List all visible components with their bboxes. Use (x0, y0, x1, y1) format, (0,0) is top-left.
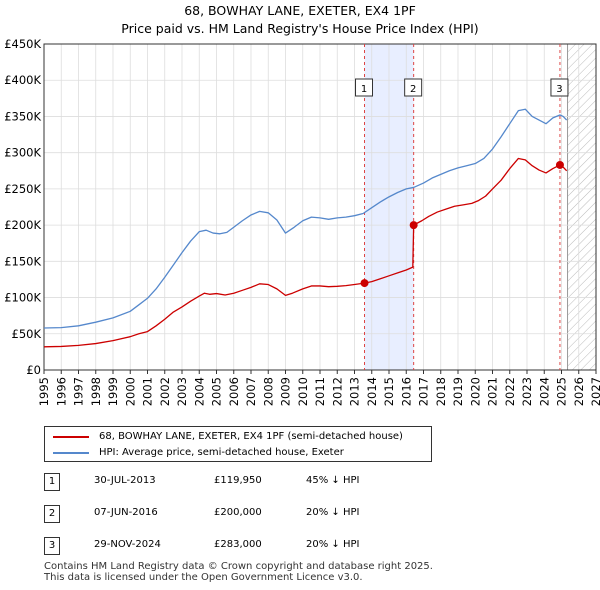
y-tick-label: £200K (4, 218, 41, 232)
x-tick-label: 2016 (399, 377, 413, 406)
x-tick-label: 2017 (417, 377, 431, 406)
x-tick-label: 2024 (537, 377, 551, 406)
x-tick-label: 2019 (451, 377, 465, 406)
x-tick-label: 2009 (279, 377, 293, 406)
x-tick-label: 1996 (54, 377, 68, 406)
sale-point (409, 221, 418, 230)
y-tick-label: £50K (12, 327, 42, 341)
x-tick-label: 2023 (520, 377, 534, 406)
x-tick-label: 2011 (313, 377, 327, 406)
x-tick-label: 2003 (175, 377, 189, 406)
sale-marker-box (550, 78, 569, 97)
y-tick-label: £0 (26, 363, 41, 377)
legend-swatch-property (53, 436, 89, 438)
legend-swatch-hpi (53, 452, 89, 454)
sale-marker-label: 3 (556, 84, 562, 95)
x-tick-label: 1998 (89, 377, 103, 406)
y-tick-label: £300K (4, 146, 41, 160)
forecast-hatch-region (567, 44, 596, 370)
sale-number-badge: 2 (44, 505, 60, 523)
sale-number-badge: 1 (44, 473, 60, 491)
sale-marker-label: 2 (410, 84, 416, 95)
sale-price: £200,000 (214, 507, 262, 518)
footer-licence: This data is licensed under the Open Gov… (44, 572, 363, 583)
sale-date: 07-JUN-2016 (94, 507, 158, 518)
x-tick-label: 2007 (244, 377, 258, 406)
sale-number-badge: 3 (44, 537, 60, 555)
x-tick-label: 2022 (503, 377, 517, 406)
x-tick-label: 2000 (123, 377, 137, 406)
y-tick-label: £100K (4, 291, 41, 305)
x-tick-label: 2010 (296, 377, 310, 406)
footer-copyright: Contains HM Land Registry data © Crown c… (44, 561, 433, 572)
property-series-line (43, 157, 568, 348)
x-tick-label: 2006 (227, 377, 241, 406)
y-tick-label: £450K (4, 37, 41, 51)
x-tick-label: 2013 (348, 377, 362, 406)
x-tick-label: 2012 (330, 377, 344, 406)
sale-point (360, 279, 369, 288)
sale-hpi-diff: 45% ↓ HPI (306, 475, 360, 486)
table-row: 2 07-JUN-2016 £200,000 20% ↓ HPI (44, 504, 444, 524)
x-tick-label: 2002 (158, 377, 172, 406)
x-tick-label: 2025 (555, 377, 569, 406)
hpi-series-line (43, 108, 568, 329)
sale-price: £283,000 (214, 539, 262, 550)
chart-title: 68, BOWHAY LANE, EXETER, EX4 1PF Price p… (0, 2, 600, 38)
x-tick-label: 2026 (572, 377, 586, 406)
sale-price: £119,950 (214, 475, 262, 486)
x-tick-label: 2004 (192, 377, 206, 406)
legend-label-hpi: HPI: Average price, semi-detached house,… (99, 447, 344, 458)
x-tick-label: 2008 (261, 377, 275, 406)
x-tick-label: 2005 (210, 377, 224, 406)
sale-marker-box (355, 78, 374, 97)
table-row: 1 30-JUL-2013 £119,950 45% ↓ HPI (44, 472, 444, 492)
sale-date: 29-NOV-2024 (94, 539, 161, 550)
sale-date: 30-JUL-2013 (94, 475, 156, 486)
x-tick-label: 2015 (382, 377, 396, 406)
x-tick-label: 2001 (141, 377, 155, 406)
x-tick-label: 2027 (589, 377, 600, 406)
footer: Contains HM Land Registry data © Crown c… (44, 561, 433, 583)
sale-hpi-diff: 20% ↓ HPI (306, 539, 360, 550)
chart-subtitle: Price paid vs. HM Land Registry's House … (121, 21, 479, 36)
x-tick-label: 2018 (434, 377, 448, 406)
table-row: 3 29-NOV-2024 £283,000 20% ↓ HPI (44, 536, 444, 556)
y-tick-label: £150K (4, 254, 41, 268)
x-tick-label: 2020 (468, 377, 482, 406)
x-tick-label: 1999 (106, 377, 120, 406)
sale-marker-label: 1 (361, 84, 367, 95)
y-tick-label: £350K (4, 109, 41, 123)
price-chart: £0 £50K £100K £150K £200K £250K £300K £350K £400… (4, 37, 600, 406)
y-tick-label: £250K (4, 182, 41, 196)
x-tick-label: 1995 (37, 377, 51, 406)
y-tick-label: £400K (4, 73, 41, 87)
legend-label-property: 68, BOWHAY LANE, EXETER, EX4 1PF (semi-d… (99, 431, 403, 442)
sale-point (555, 160, 564, 169)
x-tick-label: 2014 (365, 377, 379, 406)
chart-title-text: 68, BOWHAY LANE, EXETER, EX4 1PF (184, 3, 416, 18)
legend: 68, BOWHAY LANE, EXETER, EX4 1PF (semi-d… (44, 426, 432, 462)
x-tick-label: 1997 (72, 377, 86, 406)
sale-marker-box (404, 78, 423, 97)
sale-hpi-diff: 20% ↓ HPI (306, 507, 360, 518)
x-tick-label: 2021 (486, 377, 500, 406)
